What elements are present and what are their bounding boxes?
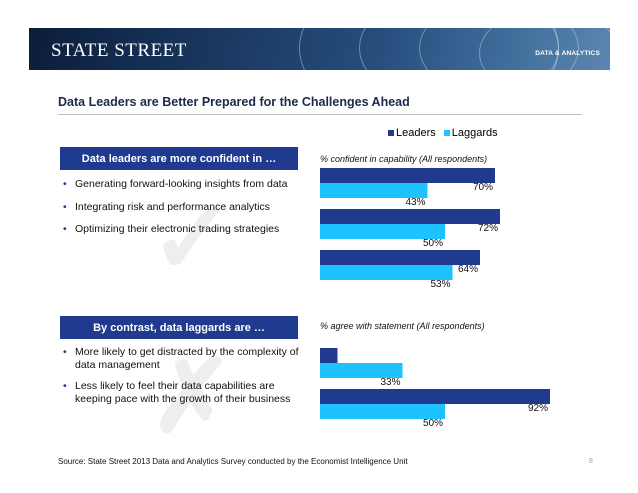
source-note: Source: State Street 2013 Data and Analy… (58, 457, 408, 466)
panel2-bullet: • More likely to get distracted by the co… (63, 346, 299, 371)
page-title: Data Leaders are Better Prepared for the… (58, 95, 410, 109)
panel1-bullet-list: • Generating forward-looking insights fro… (63, 178, 303, 243)
bar-laggards (320, 265, 453, 280)
chart-legend: Leaders Laggards (388, 127, 498, 139)
bar-leaders (320, 348, 338, 363)
panel1-bullet: • Optimizing their electronic trading str… (63, 223, 280, 235)
panel1-bullet: • Generating forward-looking insights fro… (63, 178, 288, 190)
bar-value-label: 53% (430, 279, 450, 290)
cross-watermark: ✗ (150, 342, 234, 453)
bar-laggards (320, 224, 445, 239)
bar-leaders (320, 168, 495, 183)
panel2-bullet-text: Less likely to feel their data capabilit… (75, 380, 291, 405)
header-banner: STATE STREET DATA & ANALYTICS (29, 28, 610, 70)
bar-value-label: 43% (405, 197, 425, 208)
bar-value-label: 92% (528, 403, 548, 414)
legend-swatch-laggards (443, 130, 450, 136)
legend-swatch-leaders (388, 130, 394, 136)
bar-laggards (320, 404, 445, 419)
bar-value-label: 50% (423, 418, 443, 429)
legend-label-laggards: Laggards (451, 127, 498, 139)
panel1-bullet: • Integrating risk and performance analyt… (63, 200, 270, 213)
legend-label-leaders: Leaders (396, 127, 436, 139)
panel2-chart-label: % agree with statement (All respondents) (320, 321, 485, 331)
panel1-bullet-text: Optimizing their electronic trading stra… (75, 223, 280, 235)
section-tag: DATA & ANALYTICS (535, 50, 600, 57)
bar-laggards (320, 363, 403, 378)
page-number: 8 (589, 458, 593, 465)
bar-leaders (320, 250, 480, 265)
bar-value-label: 72% (478, 223, 498, 234)
legend-item-laggards: Laggards (443, 127, 498, 139)
checkmark-watermark: ✓ (150, 184, 234, 295)
bar-value-label: 50% (423, 238, 443, 249)
panel1-header: Data leaders are more confident in … (60, 147, 298, 170)
bar-value-label: 70% (473, 182, 493, 193)
panel2-bullet-text: More likely to get distracted by the com… (75, 346, 299, 371)
bar-value-label: 33% (380, 377, 400, 388)
title-divider (58, 114, 582, 115)
legend-item-leaders: Leaders (388, 127, 436, 139)
panel2-bullet: • Less likely to feel their data capabili… (63, 380, 291, 405)
bar-laggards (320, 183, 428, 198)
panel1-bullet-text: Integrating risk and performance analyti… (75, 200, 270, 213)
bar-leaders (320, 209, 500, 224)
panel1-chart-label: % confident in capability (All responden… (320, 154, 488, 164)
bar-value-label: 64% (458, 264, 478, 275)
banner-decoration (479, 28, 610, 70)
panel2-header: By contrast, data laggards are … (60, 316, 298, 339)
panel1-bullet-text: Generating forward-looking insights from… (75, 178, 288, 190)
bar-leaders (320, 389, 550, 404)
company-logo: STATE STREET (51, 40, 187, 61)
panel2-bullet-list: • More likely to get distracted by the co… (63, 346, 303, 412)
